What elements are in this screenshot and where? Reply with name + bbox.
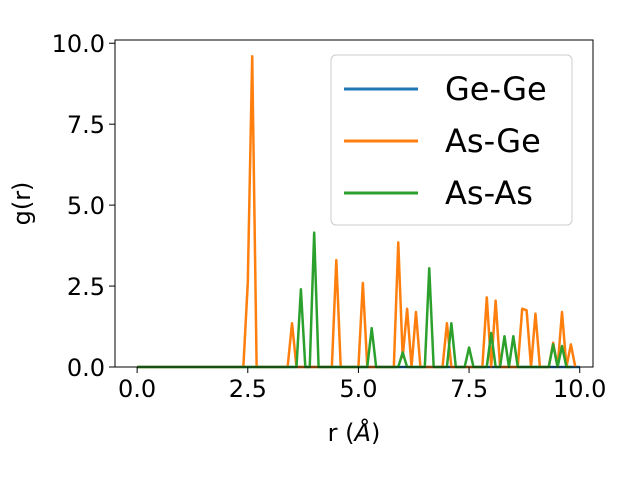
x-axis-label-open-paren: ( [338, 419, 355, 447]
y-axis: 0.0 2.5 5.0 7.5 10.0 [52, 30, 115, 382]
x-tick-label: 10.0 [553, 375, 606, 403]
x-axis-label-close-paren: ) [371, 419, 380, 447]
legend-label-as-ge: As-Ge [445, 122, 541, 160]
x-axis-unit: Å [353, 418, 371, 447]
x-tick-label: 0.0 [118, 375, 156, 403]
legend-label-ge-ge: Ge-Ge [445, 70, 547, 108]
x-tick-label: 7.5 [450, 375, 488, 403]
y-tick-label: 0.0 [67, 354, 105, 382]
legend-label-as-as: As-As [445, 174, 533, 212]
y-tick-label: 7.5 [67, 111, 105, 139]
y-tick-label: 5.0 [67, 192, 105, 220]
x-tick-label: 2.5 [229, 375, 267, 403]
axes-frame [114, 39, 594, 368]
legend: Ge-Ge As-Ge As-As [330, 54, 573, 226]
series-line-as-as [137, 231, 571, 369]
y-tick-label: 10.0 [52, 30, 105, 58]
legend-box [330, 54, 573, 226]
y-axis-label: g(r) [8, 182, 36, 226]
x-axis-label-text: r [328, 419, 338, 447]
x-axis: 0.0 2.5 5.0 7.5 10.0 [118, 367, 606, 403]
x-tick-label: 5.0 [339, 375, 377, 403]
y-tick-label: 2.5 [67, 273, 105, 301]
x-axis-label: r (Å) [328, 418, 381, 447]
